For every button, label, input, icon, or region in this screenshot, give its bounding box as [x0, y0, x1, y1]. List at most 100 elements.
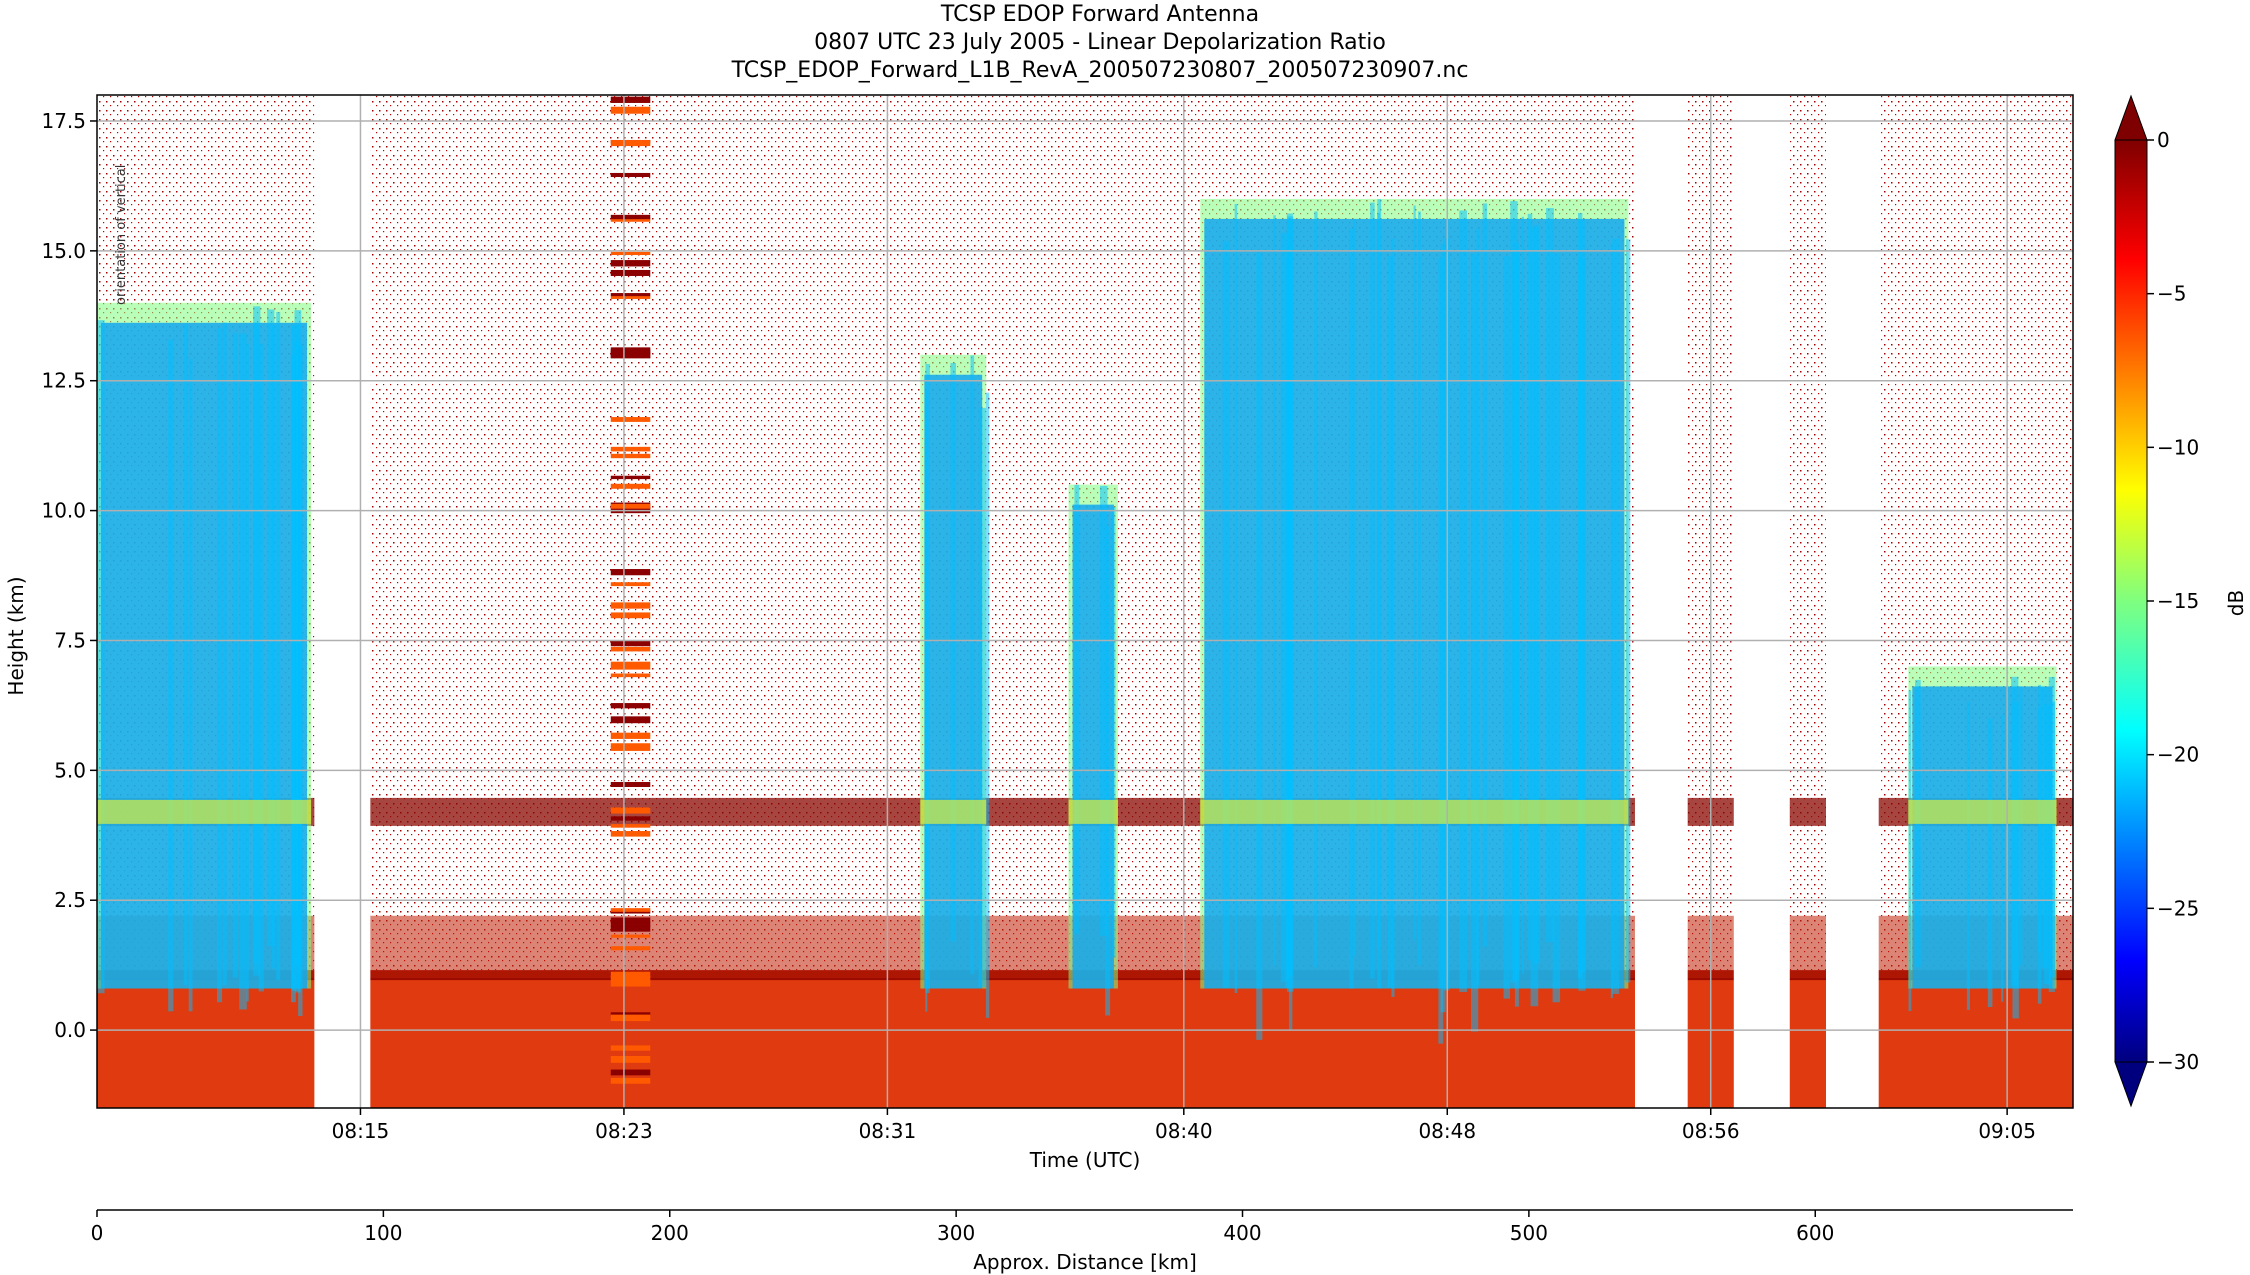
stripe-artifact — [610, 218, 651, 222]
convective-streak — [292, 325, 300, 991]
convective-streak — [1612, 238, 1620, 994]
stripe-artifact — [610, 214, 651, 220]
convective-streak — [970, 355, 975, 975]
stripe-artifact — [610, 483, 651, 489]
convective-streak — [232, 333, 238, 978]
chart-title-line-1: TCSP EDOP Forward Antenna — [940, 2, 1260, 27]
bright-band — [1908, 799, 2057, 824]
colorbar-tick-label: −15 — [2157, 589, 2199, 613]
convective-streak — [1387, 256, 1393, 988]
stripe-artifact — [610, 925, 651, 932]
convective-streak — [1234, 203, 1238, 994]
stripe-artifact — [610, 251, 651, 256]
stripe-artifact — [610, 732, 651, 739]
colorbar-tick-label: −5 — [2157, 282, 2186, 306]
convective-streak — [1256, 252, 1263, 1040]
convective-streak — [1443, 238, 1450, 991]
convective-streak — [1273, 215, 1276, 967]
convective-streak — [1353, 219, 1356, 957]
stripe-artifact — [610, 612, 651, 619]
data-gap — [1826, 95, 1879, 1108]
convective-streak — [2001, 715, 2004, 1002]
stripe-artifact — [610, 569, 651, 576]
colorbar-tick-label: 0 — [2157, 128, 2170, 152]
convective-streak — [1471, 253, 1479, 1032]
convective-streak — [1438, 258, 1444, 1044]
convective-streak — [222, 322, 227, 985]
stripe-artifact — [610, 417, 651, 422]
stripe-artifact — [610, 661, 651, 666]
orientation-annotation: orientation of vertical — [114, 165, 129, 305]
x-tick-label: 08:31 — [859, 1119, 917, 1143]
stripe-artifact — [610, 664, 651, 670]
convective-streak — [276, 311, 281, 980]
distance-axis-label: Approx. Distance [km] — [973, 1250, 1197, 1274]
bright-band — [1068, 799, 1118, 824]
colorbar-extend-top — [2114, 94, 2148, 141]
convective-streak — [2049, 701, 2056, 978]
convective-streak — [267, 309, 275, 947]
stripe-artifact — [610, 140, 651, 147]
convective-streak — [258, 343, 264, 992]
convective-streak — [1222, 240, 1230, 988]
plot-frame — [96, 94, 2074, 1109]
convective-streak — [97, 320, 105, 994]
bright-band — [1200, 799, 1629, 824]
x-tick-label: 08:40 — [1155, 1119, 1213, 1143]
convective-streak — [950, 363, 956, 942]
stripe-artifact — [610, 703, 651, 709]
stripe-artifact — [610, 269, 651, 276]
convective-streak — [1377, 212, 1380, 948]
distance-tick-label: 600 — [1796, 1221, 1834, 1245]
chart-title-line-3: TCSP_EDOP_Forward_L1B_RevA_200507230807_… — [731, 58, 1469, 83]
stripe-artifact — [610, 446, 651, 452]
stripe-artifact — [610, 816, 651, 821]
stripe-artifact — [610, 910, 651, 914]
convective-streak — [1459, 210, 1467, 993]
stripe-artifact — [610, 934, 651, 938]
bright-band — [920, 799, 987, 824]
stripe-artifact — [610, 908, 651, 912]
stripe-artifact — [610, 295, 651, 299]
y-tick-label: 7.5 — [54, 628, 86, 652]
stripe-artifact — [610, 743, 651, 747]
convective-streak — [1074, 484, 1080, 934]
colorbar-tick-label: −30 — [2157, 1050, 2199, 1074]
stripe-artifact — [610, 475, 651, 480]
stripe-artifact — [610, 293, 651, 297]
convective-streak — [1370, 202, 1375, 979]
convective-streak — [183, 324, 188, 985]
convective-streak — [1552, 253, 1561, 1003]
stripe-artifact — [610, 917, 651, 923]
stripe-artifact — [610, 106, 651, 114]
x-tick-label: 08:23 — [595, 1119, 653, 1143]
stripe-artifact — [610, 1069, 651, 1076]
stripe-artifact — [610, 172, 651, 177]
y-tick-label: 5.0 — [54, 758, 86, 782]
convective-streak — [2019, 686, 2023, 966]
y-tick-label: 12.5 — [41, 369, 86, 393]
x-tick-label: 08:15 — [332, 1119, 390, 1143]
convective-streak — [217, 328, 223, 1003]
y-tick-label: 2.5 — [54, 888, 86, 912]
convective-streak — [1418, 211, 1421, 965]
convective-core — [101, 322, 308, 989]
y-tick-label: 0.0 — [54, 1018, 86, 1042]
convective-streak — [1625, 239, 1631, 983]
stripe-artifact — [610, 646, 651, 652]
colorbar-tick-label: −20 — [2157, 743, 2199, 767]
colorbar-label: dB — [2224, 589, 2248, 617]
bright-band — [97, 799, 312, 824]
stripe-artifact — [610, 453, 651, 459]
convective-streak — [1503, 256, 1510, 999]
x-tick-label: 08:48 — [1418, 1119, 1476, 1143]
convective-streak — [985, 392, 990, 1018]
convective-streak — [1527, 213, 1533, 960]
x-tick-label: 09:05 — [1978, 1119, 2036, 1143]
data-gap — [1733, 95, 1790, 1108]
stripe-artifact — [610, 716, 651, 724]
distance-tick-label: 400 — [1223, 1221, 1261, 1245]
distance-tick-label: 200 — [651, 1221, 689, 1245]
convective-streak — [1533, 225, 1540, 964]
convective-streak — [1987, 718, 1993, 1008]
